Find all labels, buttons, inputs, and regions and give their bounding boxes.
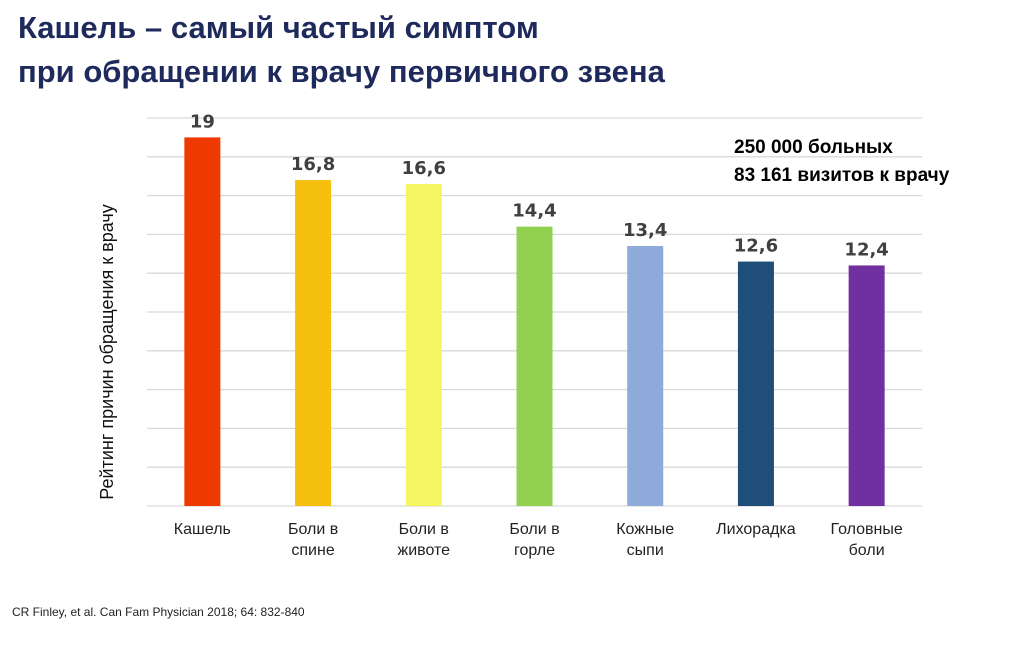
category-label: Боли в [509,521,559,538]
bar [295,180,332,506]
y-axis-label: Рейтинг причин обращения к врачу [97,204,117,499]
data-label: 14,4 [512,201,556,222]
category-label: животе [398,542,451,559]
category-label: Лихорадка [716,521,796,538]
data-label: 19 [190,111,215,132]
note-visits: 83 161 визитов к врачу [734,165,950,186]
bar [627,246,664,507]
data-label: 13,4 [623,220,667,241]
data-label: 16,6 [402,158,446,179]
category-label: Кожные [616,521,674,538]
data-label: 16,8 [291,154,335,175]
category-label: сыпи [627,542,664,559]
category-label: Кашель [174,521,231,538]
title-line-2: при обращении к врачу первичного звена [18,54,665,89]
category-label: Головные [830,521,902,538]
sample-note: 250 000 больных 83 161 визитов к врачу [734,134,949,190]
bar [848,265,885,506]
category-label: Боли в [288,521,338,538]
slide-title: Кашель – самый частый симптом при обращен… [18,6,665,94]
source-citation: CR Finley, et al. Can Fam Physician 2018… [12,605,305,619]
data-label: 12,6 [734,236,778,257]
title-line-1: Кашель – самый частый симптом [18,10,539,45]
bar [516,226,553,506]
category-label: спине [291,542,334,559]
category-label: горле [514,542,555,559]
category-label: Боли в [399,521,449,538]
note-patients: 250 000 больных [734,137,893,158]
bar [737,261,774,506]
category-label: боли [849,542,885,559]
data-label: 12,4 [844,239,888,260]
bar [184,137,221,506]
bar [405,183,442,506]
